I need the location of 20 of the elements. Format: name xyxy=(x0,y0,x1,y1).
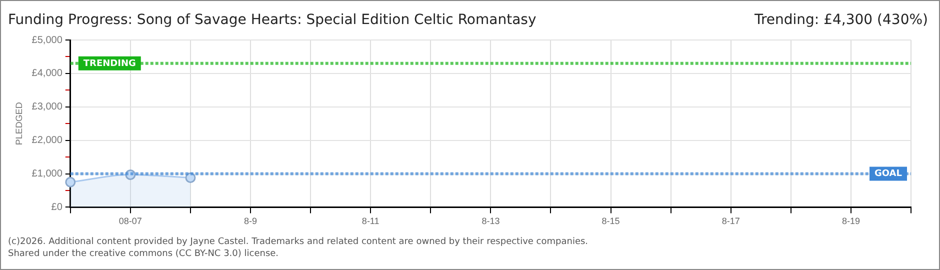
ref-line-label: TRENDING xyxy=(83,58,136,69)
y-tick-label: £2,000 xyxy=(32,135,63,146)
ref-line-label: GOAL xyxy=(874,169,902,180)
x-tick-label: 8-17 xyxy=(722,216,740,226)
chart-subtitle: Trending: £4,300 (430%) xyxy=(754,12,928,28)
x-tick-label: 8-19 xyxy=(842,216,860,226)
text: (c)2026. Additional content provided by Jayne Castel. Trademarks and related content are owned by their respective companies. xyxy=(8,236,588,248)
text: Shared under the creative commons (CC BY-NC 3.0) license. xyxy=(8,248,280,260)
x-tick-label: 8-13 xyxy=(482,216,500,226)
chart-title: Funding Progress: Song of Savage Hearts: Special Edition Celtic Romantasy xyxy=(8,12,536,28)
x-tick-label: 8-9 xyxy=(244,216,258,226)
y-tick-label: £3,000 xyxy=(32,102,63,113)
y-tick-label: £5,000 xyxy=(32,34,63,46)
x-tick-label: 08-07 xyxy=(118,216,142,226)
y-tick-label: £0 xyxy=(51,202,63,213)
y-tick-label: £4,000 xyxy=(32,68,63,80)
y-tick-label: £1,000 xyxy=(32,168,63,180)
x-tick-label: 8-15 xyxy=(602,216,620,226)
x-tick-label: 8-11 xyxy=(362,216,380,226)
y-axis-title: PLEDGED xyxy=(14,102,24,146)
